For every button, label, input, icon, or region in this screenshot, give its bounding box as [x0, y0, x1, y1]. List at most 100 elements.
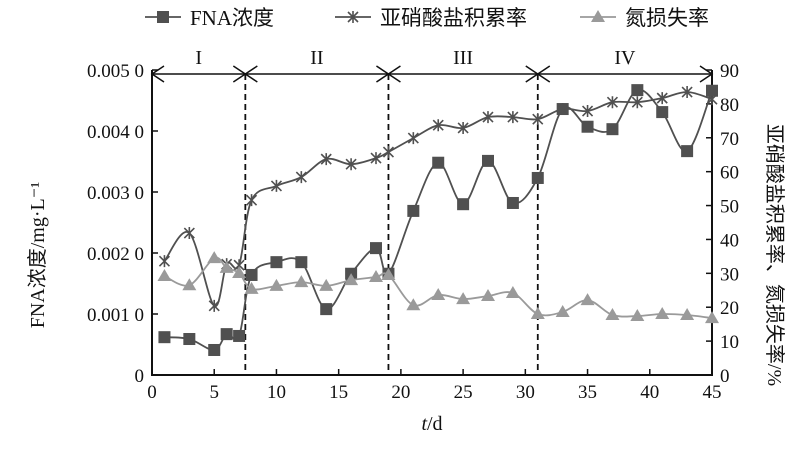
data-point — [681, 145, 694, 158]
data-point — [456, 292, 471, 305]
data-point — [431, 288, 446, 301]
stage-label: IV — [614, 47, 636, 69]
data-point — [233, 329, 246, 342]
x-tick-label: 40 — [640, 382, 659, 403]
data-point — [295, 256, 308, 269]
x-tick-label: 30 — [516, 382, 535, 403]
data-point — [532, 113, 544, 126]
data-point — [631, 84, 644, 97]
data-point — [631, 96, 643, 109]
data-point — [381, 268, 396, 281]
y-left-tick-label: 0.004 0 — [87, 122, 144, 143]
data-point — [295, 171, 307, 184]
data-point — [481, 289, 495, 302]
data-point — [245, 194, 258, 207]
data-point — [482, 111, 494, 124]
data-point — [555, 304, 570, 317]
x-axis-label-var: t — [421, 413, 427, 435]
data-point — [182, 278, 197, 291]
data-point — [158, 255, 171, 268]
data-point — [482, 154, 494, 167]
series-line — [164, 256, 713, 319]
data-point — [320, 303, 333, 316]
data-point — [557, 102, 569, 115]
data-point — [580, 293, 595, 306]
data-point — [370, 242, 382, 255]
data-point — [656, 106, 669, 119]
data-point — [531, 171, 544, 184]
data-point — [183, 227, 195, 240]
data-point — [270, 256, 283, 269]
data-point — [457, 121, 469, 134]
series-triangle — [157, 251, 719, 324]
data-point — [158, 331, 171, 344]
data-point — [208, 343, 221, 356]
data-point — [457, 198, 470, 211]
data-point — [369, 270, 383, 283]
data-point — [270, 179, 283, 192]
legend-marker — [157, 11, 169, 23]
y-right-tick-label: 10 — [720, 332, 739, 353]
data-point — [505, 285, 520, 298]
data-point — [581, 105, 594, 118]
data-point — [269, 278, 284, 291]
y-left-tick-label: 0.003 0 — [87, 183, 144, 204]
x-tick-label: 20 — [391, 382, 410, 403]
legend: FNA浓度 亚硝酸盐积累率 氮损失率 — [145, 6, 709, 30]
stage-annotations: I II III IV — [150, 47, 714, 375]
data-point — [432, 156, 445, 169]
data-point — [706, 84, 718, 97]
legend-label: 亚硝酸盐积累率 — [380, 6, 527, 30]
y-right-tick-label: 70 — [720, 129, 739, 150]
data-point — [581, 120, 594, 133]
y-right-tick-label: 50 — [720, 197, 739, 218]
y-right-tick-label: 40 — [720, 230, 739, 251]
legend-marker — [591, 10, 605, 22]
x-tick-label: 10 — [267, 382, 286, 403]
data-point — [432, 119, 444, 132]
y-right-tick-label: 80 — [720, 95, 739, 116]
legend-label: FNA浓度 — [190, 6, 274, 30]
data-point — [294, 275, 309, 288]
data-point — [219, 260, 234, 273]
data-point — [655, 307, 670, 319]
axis-frame — [151, 70, 713, 376]
y-left-tick-label: 0.001 0 — [87, 305, 144, 326]
data-point — [344, 273, 359, 286]
legend-label: 氮损失率 — [625, 6, 709, 30]
data-point — [507, 111, 519, 124]
x-tick-label: 5 — [209, 382, 219, 403]
data-point — [319, 278, 334, 291]
data-point — [183, 333, 196, 346]
data-point — [220, 328, 233, 341]
data-point — [706, 93, 718, 106]
data-point — [320, 153, 332, 166]
y-left-tick-label: 0.005 0 — [87, 61, 144, 82]
x-tick-label: 15 — [329, 382, 348, 403]
data-point — [506, 196, 519, 209]
stage-label: II — [310, 47, 323, 69]
data-point — [406, 298, 421, 311]
data-point — [407, 132, 419, 145]
x-tick-label: 35 — [578, 382, 597, 403]
data-point — [244, 281, 259, 294]
x-axis-label: t/d — [421, 413, 442, 435]
x-tick-label: 25 — [454, 382, 473, 403]
y-left-tick-label: 0.002 0 — [87, 244, 144, 265]
data-point — [407, 204, 420, 217]
data-point — [370, 152, 382, 165]
data-point — [606, 123, 619, 136]
series-group — [157, 84, 719, 356]
data-point — [656, 92, 668, 105]
y-right-tick-label: 30 — [720, 264, 739, 285]
data-point — [345, 158, 357, 171]
stage-label: I — [195, 47, 202, 69]
data-point — [680, 308, 695, 321]
y-axis-right-label: 亚硝酸盐积累率、氮损失率/% — [763, 124, 786, 386]
data-point — [530, 307, 545, 319]
data-point — [207, 251, 222, 264]
data-point — [245, 268, 258, 281]
y-right-tick-label: 0 — [720, 366, 730, 387]
